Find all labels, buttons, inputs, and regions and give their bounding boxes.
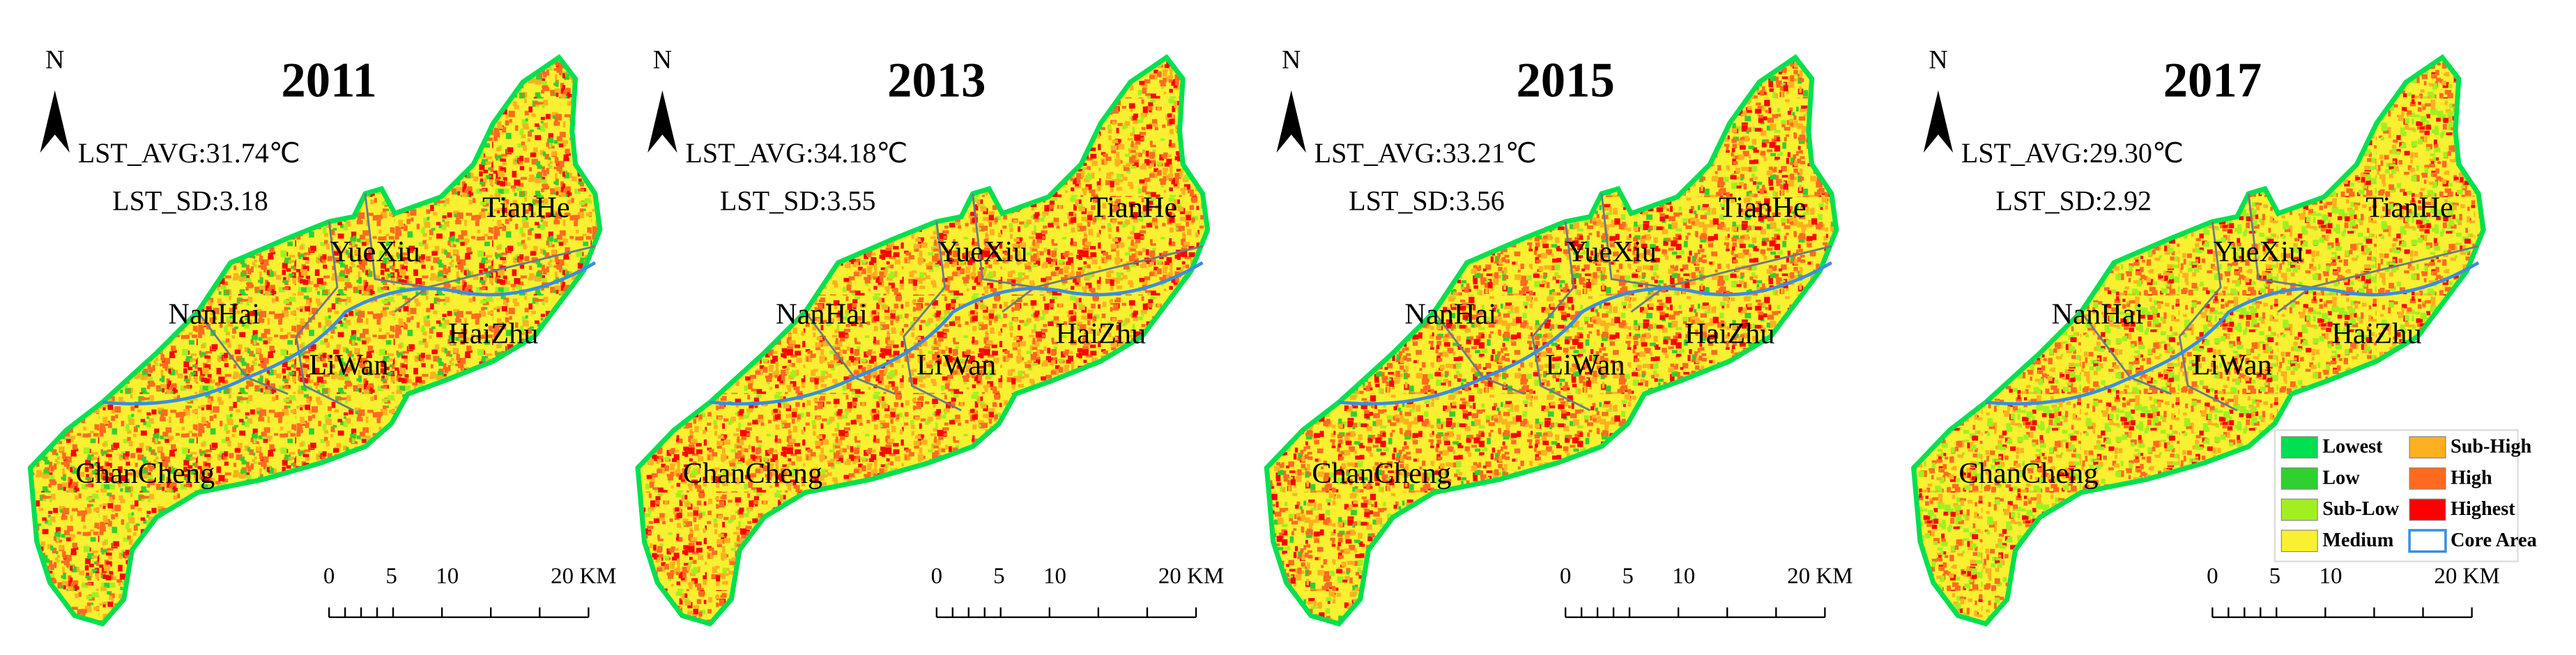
- north-label: N: [1929, 45, 1947, 75]
- lst-sd: LST_SD:3.56: [1349, 185, 1505, 216]
- legend-swatch: [2408, 529, 2447, 553]
- river: [1986, 261, 2480, 406]
- district-label: YueXiu: [330, 236, 420, 268]
- district-label: YueXiu: [1566, 236, 1657, 268]
- scale-label: 0: [931, 564, 942, 589]
- legend-label: Highest: [2451, 498, 2515, 520]
- legend-label: Sub-High: [2451, 436, 2532, 458]
- legend-swatch: [2280, 498, 2318, 521]
- district-label: NanHai: [168, 298, 260, 330]
- lst-avg: LST_AVG:33.21℃: [1314, 137, 1537, 169]
- north-label: N: [45, 45, 64, 75]
- district-label: NanHai: [1404, 298, 1496, 330]
- legend-swatch: [2409, 498, 2446, 521]
- district-label: NanHai: [2052, 298, 2144, 330]
- legend-swatch: [2409, 436, 2446, 458]
- legend-label: Lowest: [2322, 436, 2383, 458]
- district-label: HaiZhu: [2331, 318, 2422, 350]
- river: [1338, 261, 1833, 406]
- legend-swatch: [2409, 467, 2446, 490]
- map-panel: N 2015 LST_AVG:33.21℃ LST_SD:3.56 TianHe YueX…: [1266, 45, 1853, 624]
- district-label: ChanCheng: [1958, 457, 2098, 490]
- river: [102, 261, 597, 406]
- legend-label: Sub-Low: [2322, 498, 2400, 520]
- scale-label: 10: [1672, 564, 1695, 589]
- north-arrow: [1276, 90, 1306, 153]
- district-label: TianHe: [2366, 191, 2453, 224]
- lst-sd: LST_SD:3.18: [112, 185, 268, 216]
- district-label: HaiZhu: [448, 318, 539, 350]
- scale-label: 0: [1560, 564, 1571, 589]
- north-arrow: [647, 90, 677, 153]
- scale-label: 0: [2207, 564, 2218, 589]
- legend-swatch: [2280, 436, 2318, 458]
- year-title yr: 2015: [1516, 54, 1614, 108]
- north-arrow: [1923, 90, 1954, 153]
- district-label: ChanCheng: [1312, 457, 1451, 490]
- scale-label: 10: [1043, 564, 1066, 589]
- district-label: LiWan: [309, 348, 388, 381]
- scale-label: 20 KM: [1787, 564, 1853, 589]
- district-label: YueXiu: [2214, 236, 2304, 268]
- lst-avg: LST_AVG:34.18℃: [685, 137, 907, 169]
- district-label: ChanCheng: [75, 457, 215, 490]
- year-title yr: 2017: [2163, 54, 2262, 108]
- north-label: N: [653, 45, 672, 75]
- district-label: TianHe: [482, 191, 570, 224]
- district-label: LiWan: [2192, 348, 2271, 381]
- district-label: ChanCheng: [683, 457, 822, 490]
- map-panel: N 2017 LST_AVG:29.30℃ LST_SD:2.92 TianHe YueX…: [1914, 45, 2500, 624]
- scale-label: 20 KM: [551, 564, 616, 589]
- lst-avg: LST_AVG:29.30℃: [1961, 137, 2184, 169]
- map-panel: N 2011 LST_AVG:31.74℃ LST_SD:3.18 TianHe YueX…: [30, 45, 616, 624]
- legend-label: Low: [2322, 467, 2360, 488]
- year-title yr: 2011: [281, 54, 376, 108]
- scale-label: 5: [1622, 564, 1633, 589]
- north-arrow: [40, 90, 70, 153]
- scale-label: 10: [436, 564, 459, 589]
- district-label: HaiZhu: [1056, 318, 1147, 350]
- district-label: TianHe: [1719, 191, 1807, 224]
- legend-label: High: [2451, 467, 2492, 488]
- year-title yr: 2013: [887, 54, 986, 108]
- legend-label: Core Area: [2451, 530, 2537, 551]
- district-label: TianHe: [1090, 191, 1178, 224]
- lst-sd: LST_SD:2.92: [1995, 185, 2152, 216]
- scale-label: 0: [323, 564, 335, 589]
- district-label: YueXiu: [937, 236, 1028, 268]
- scale-label: 20 KM: [2434, 564, 2499, 589]
- legend-label: Medium: [2322, 530, 2394, 551]
- scale-label: 5: [2269, 564, 2280, 589]
- river: [710, 261, 1204, 406]
- district-label: HaiZhu: [1685, 318, 1775, 350]
- legend: Lowest Low Sub-Low Medium Sub-High High Highes…: [2274, 429, 2537, 562]
- scale-label: 5: [993, 564, 1004, 589]
- north-label: N: [1282, 45, 1301, 75]
- district-label: LiWan: [917, 348, 996, 381]
- scale-label: 10: [2320, 564, 2343, 589]
- district-label: LiWan: [1545, 348, 1625, 381]
- legend-swatch: [2280, 467, 2318, 490]
- lst-avg: LST_AVG:31.74℃: [78, 137, 300, 169]
- scale-label: 20 KM: [1158, 564, 1224, 589]
- map-panel: N 2013 LST_AVG:34.18℃ LST_SD:3.55 TianHe YueX…: [638, 45, 1224, 624]
- legend-swatch: [2280, 530, 2318, 553]
- district-label: NanHai: [776, 298, 868, 330]
- scale-label: 5: [385, 564, 397, 589]
- lst-sd: LST_SD:3.55: [720, 185, 876, 216]
